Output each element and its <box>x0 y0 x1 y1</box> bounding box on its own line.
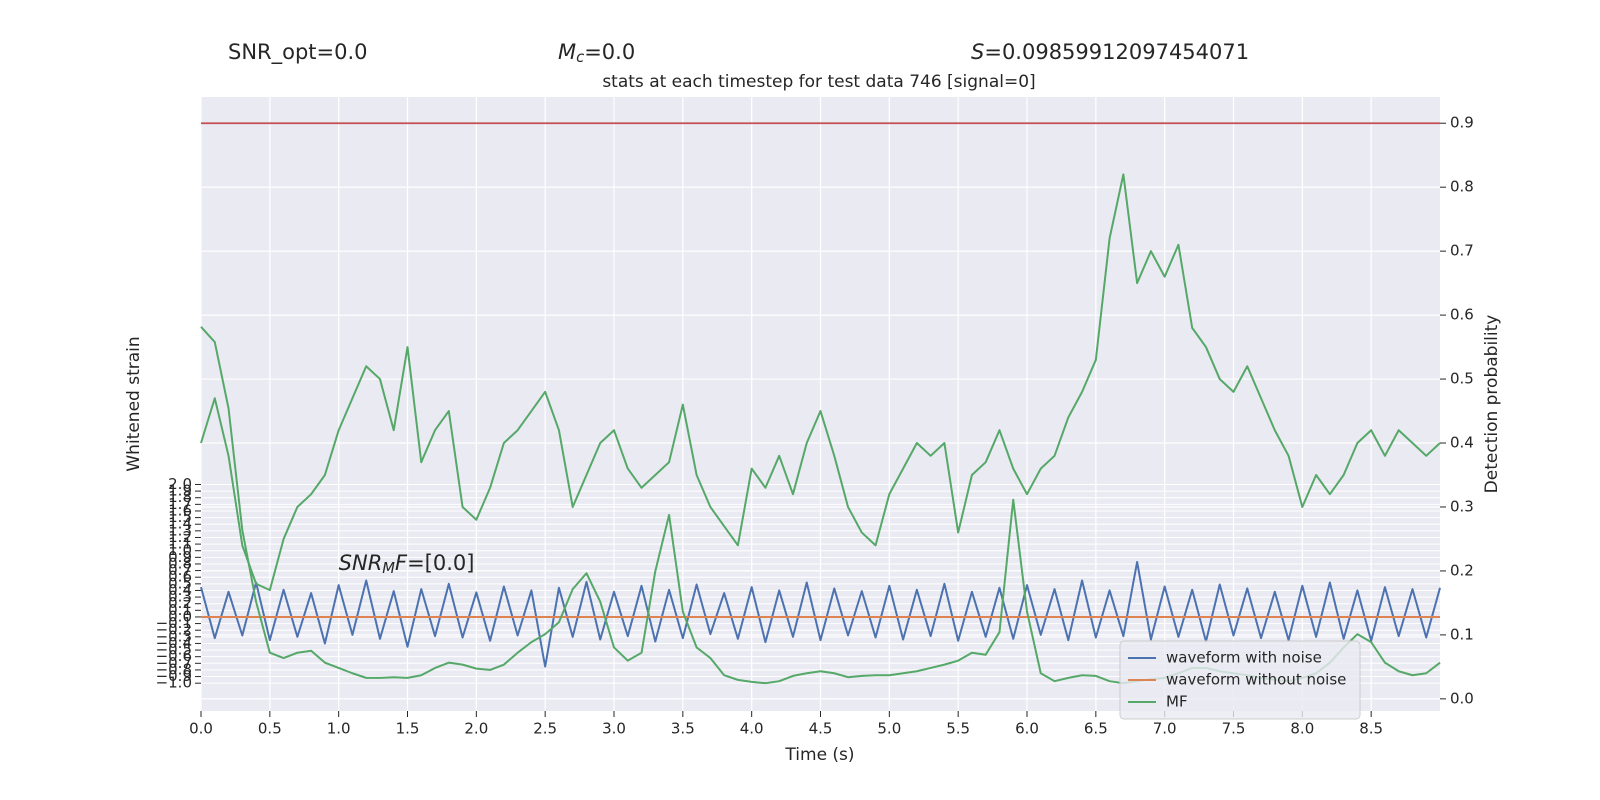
legend: waveform with noise waveform without nois… <box>1119 640 1361 720</box>
x-tick-label: 7.0 <box>1153 720 1177 738</box>
y-tick-label: −0.3 <box>156 627 192 645</box>
x-tick-label: 1.5 <box>396 720 420 738</box>
y-tick-label: −0.1 <box>156 614 192 632</box>
annotation-part: =0.09859912097454071 <box>984 40 1249 64</box>
y-tick-label: −0.9 <box>156 667 192 685</box>
annotation-part: =[0.0] <box>407 551 474 575</box>
y2-tick-label: 0.2 <box>1450 561 1474 579</box>
x-tick-label: 6.5 <box>1084 720 1108 738</box>
x-tick-label: 2.5 <box>533 720 557 738</box>
y-tick-label: 0.0 <box>168 607 192 625</box>
legend-box <box>1119 640 1361 720</box>
x-tick-label: 8.0 <box>1290 720 1314 738</box>
x-tick-label: 0.0 <box>189 720 213 738</box>
chart-title: stats at each timestep for test data 746… <box>602 72 1035 92</box>
y-tick-label: 0.1 <box>168 601 192 619</box>
ticks: 0.0 0.5 1.0 1.5 2.0 2.5 3.0 3.5 4.0 4.5 5.0 5.5 6.0 6… <box>156 114 1474 738</box>
annotation-part: F <box>395 551 408 575</box>
x-tick-label: 6.0 <box>1015 720 1039 738</box>
y2-tick-label: 0.7 <box>1450 242 1474 260</box>
y-tick-label: −0.8 <box>156 660 192 678</box>
x-tick-label: 4.0 <box>740 720 764 738</box>
legend-label: MF <box>1166 693 1188 711</box>
y-tick-label: −0.4 <box>156 634 192 652</box>
y-tick-label: 1.3 <box>168 521 192 539</box>
y-tick-label: 0.9 <box>168 548 192 566</box>
y2-tick-label: 0.8 <box>1450 178 1474 196</box>
y-tick-label: 1.4 <box>168 515 192 533</box>
y-tick-label: 1.1 <box>168 535 192 553</box>
annotation: SNR_opt=0.0 <box>228 40 368 65</box>
y-tick-label: −0.6 <box>156 647 192 665</box>
y2-tick-label: 0.4 <box>1450 434 1474 452</box>
y-tick-label: 0.4 <box>168 581 192 599</box>
y2-axis-label: Detection probability <box>1482 315 1502 494</box>
y-tick-label: −0.2 <box>156 621 192 639</box>
annotation-part: M <box>558 40 576 64</box>
y-tick-label: −0.7 <box>156 654 192 672</box>
y2-tick-label: 0.9 <box>1450 114 1474 132</box>
x-tick-label: 8.5 <box>1359 720 1383 738</box>
y-tick-label: 0.2 <box>168 594 192 612</box>
y-tick-label: 1.8 <box>168 488 192 506</box>
annotation: SNRMF=[0.0] <box>339 551 475 577</box>
annotation: Mc=0.0 <box>558 40 635 66</box>
y-tick-label: −0.5 <box>156 641 192 659</box>
y-tick-label: −1.0 <box>156 674 192 692</box>
y-tick-label: 2.0 <box>168 475 192 493</box>
annotation-part: =0.0 <box>584 40 635 64</box>
y-tick-label: 1.7 <box>168 495 192 513</box>
y-tick-label: 0.7 <box>168 561 192 579</box>
x-tick-label: 2.0 <box>464 720 488 738</box>
y-tick-label: 1.0 <box>168 541 192 559</box>
annotation-part: S <box>971 40 984 64</box>
legend-label: waveform with noise <box>1166 649 1322 667</box>
y-tick-label: 0.8 <box>168 554 192 572</box>
x-tick-label: 5.0 <box>877 720 901 738</box>
y-axis-label: Whitened strain <box>124 336 144 471</box>
y-tick-label: 0.6 <box>168 568 192 586</box>
y2-tick-label: 0.5 <box>1450 370 1474 388</box>
x-axis-label: Time (s) <box>784 745 854 765</box>
x-tick-label: 5.5 <box>946 720 970 738</box>
y-tick-label: 0.5 <box>168 574 192 592</box>
y2-tick-label: 0.3 <box>1450 497 1474 515</box>
y-tick-label: 0.3 <box>168 588 192 606</box>
x-tick-label: 1.0 <box>327 720 351 738</box>
x-tick-label: 3.0 <box>602 720 626 738</box>
series-line <box>200 173 1441 592</box>
x-tick-label: 3.5 <box>671 720 695 738</box>
y-tick-label: 1.2 <box>168 528 192 546</box>
y2-tick-label: 0.6 <box>1450 306 1474 324</box>
x-tick-label: 0.5 <box>258 720 282 738</box>
y2-tick-label: 0.0 <box>1450 689 1474 707</box>
annotation: S=0.09859912097454071 <box>971 40 1249 64</box>
annotation-part: M <box>382 560 395 577</box>
annotation-part: SNR_opt=0.0 <box>228 40 368 65</box>
annotation-part: SNR <box>339 551 383 575</box>
y-tick-label: 1.6 <box>168 501 192 519</box>
y-tick-label: 1.5 <box>168 508 192 526</box>
annotation-part: c <box>576 49 584 66</box>
y-tick-label: 1.9 <box>168 482 192 500</box>
series-line <box>200 560 1441 668</box>
y2-tick-label: 0.1 <box>1450 625 1474 643</box>
legend-label: waveform without noise <box>1166 671 1346 689</box>
x-tick-label: 7.5 <box>1222 720 1246 738</box>
x-tick-label: 4.5 <box>809 720 833 738</box>
